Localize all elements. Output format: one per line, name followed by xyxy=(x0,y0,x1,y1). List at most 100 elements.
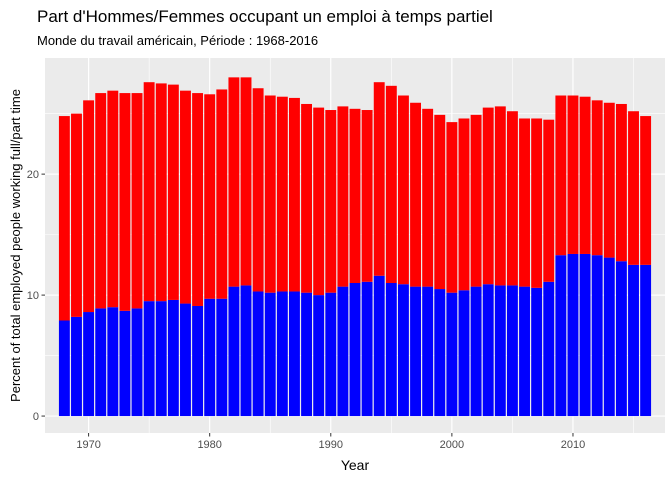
x-axis-label: Year xyxy=(341,457,370,473)
bar-upper xyxy=(434,114,446,290)
bar-upper xyxy=(458,118,470,291)
bar-upper xyxy=(422,108,434,287)
bar-lower xyxy=(615,261,627,417)
bar-upper xyxy=(58,116,70,321)
x-tick-label: 2000 xyxy=(440,439,464,451)
bar-upper xyxy=(555,95,567,256)
bar-upper xyxy=(107,90,119,308)
bar-upper xyxy=(204,94,216,299)
bar-upper xyxy=(192,93,204,306)
bar-lower xyxy=(603,257,615,417)
bar-upper xyxy=(289,97,300,292)
bar-upper xyxy=(446,122,458,293)
bar-upper xyxy=(410,102,421,287)
bar-lower xyxy=(506,285,518,417)
axes: 1970 1980 1990 2000 2010 0 10 20 Year Percent of … xyxy=(8,89,585,473)
bar-upper xyxy=(494,106,506,286)
x-tick-label: 2010 xyxy=(561,439,585,451)
bar-lower xyxy=(313,295,325,417)
bar-upper xyxy=(264,95,276,293)
bar-lower xyxy=(58,320,70,417)
bar-lower xyxy=(216,298,228,417)
bar-upper xyxy=(519,118,530,287)
bar-lower xyxy=(167,299,179,417)
bar-lower xyxy=(640,264,652,417)
bar-lower xyxy=(131,308,143,417)
chart-title: Part d'Hommes/Femmes occupant un emploi … xyxy=(37,7,493,26)
bar-lower xyxy=(555,255,567,417)
bar-upper xyxy=(276,96,288,292)
bar-lower xyxy=(301,292,313,417)
x-tick-label: 1980 xyxy=(197,439,221,451)
y-tick-label: 20 xyxy=(27,169,39,181)
bar-upper xyxy=(95,93,107,309)
x-tick-label: 1990 xyxy=(319,439,343,451)
y-tick-label: 0 xyxy=(33,411,39,423)
bar-lower xyxy=(325,292,337,417)
bar-upper xyxy=(531,118,543,288)
bar-lower xyxy=(373,275,385,417)
bar-lower xyxy=(519,286,530,417)
bar-upper xyxy=(373,82,385,276)
bar-lower xyxy=(361,281,373,417)
bar-upper xyxy=(397,95,409,285)
bar-upper xyxy=(579,96,591,254)
bar-upper xyxy=(119,93,131,311)
bar-lower xyxy=(119,310,131,417)
bar-upper xyxy=(167,84,179,300)
bar-upper xyxy=(628,111,639,265)
bar-upper xyxy=(385,85,397,284)
bar-lower xyxy=(337,286,349,417)
bar-lower xyxy=(240,285,252,417)
chart-subtitle: Monde du travail américain, Période : 19… xyxy=(37,33,319,48)
bar-lower xyxy=(143,301,155,417)
bar-upper xyxy=(543,119,555,282)
bar-lower xyxy=(567,253,579,417)
bar-upper xyxy=(337,106,349,287)
bar-lower xyxy=(434,289,446,417)
bar-upper xyxy=(313,107,325,296)
bar-upper xyxy=(71,113,82,317)
bar-lower xyxy=(458,290,470,417)
bar-upper xyxy=(143,82,155,302)
bar-upper xyxy=(301,103,313,293)
bar-lower xyxy=(192,305,204,417)
bar-upper xyxy=(603,102,615,258)
bar-upper xyxy=(470,114,482,287)
bar-upper xyxy=(640,116,652,265)
bar-lower xyxy=(410,286,421,417)
bar-lower xyxy=(228,286,240,417)
bar-lower xyxy=(155,301,167,417)
bar-upper xyxy=(83,100,95,313)
bar-upper xyxy=(349,108,361,283)
bar-lower xyxy=(264,292,276,417)
x-tick-label: 1970 xyxy=(76,439,100,451)
bar-lower xyxy=(252,291,264,417)
bar-upper xyxy=(615,103,627,262)
bar-upper xyxy=(216,89,228,299)
bar-lower xyxy=(95,308,107,417)
bar-lower xyxy=(422,286,434,417)
bar-upper xyxy=(131,93,143,309)
bar-upper xyxy=(506,111,518,286)
bars xyxy=(58,77,652,417)
y-tick-label: 10 xyxy=(27,290,39,302)
bar-upper xyxy=(591,100,603,256)
bar-upper xyxy=(325,110,337,293)
bar-upper xyxy=(155,83,167,302)
bar-upper xyxy=(180,90,191,304)
bar-lower xyxy=(470,286,482,417)
bar-lower xyxy=(579,253,591,417)
bar-lower xyxy=(591,255,603,417)
bar-upper xyxy=(361,110,373,282)
bar-upper xyxy=(482,107,494,285)
bar-lower xyxy=(349,283,361,417)
bar-lower xyxy=(531,287,543,417)
bar-lower xyxy=(107,307,119,417)
y-axis-label: Percent of total employed people working… xyxy=(8,89,23,402)
bar-lower xyxy=(276,291,288,417)
bar-upper xyxy=(228,77,240,287)
bar-upper xyxy=(240,77,252,286)
